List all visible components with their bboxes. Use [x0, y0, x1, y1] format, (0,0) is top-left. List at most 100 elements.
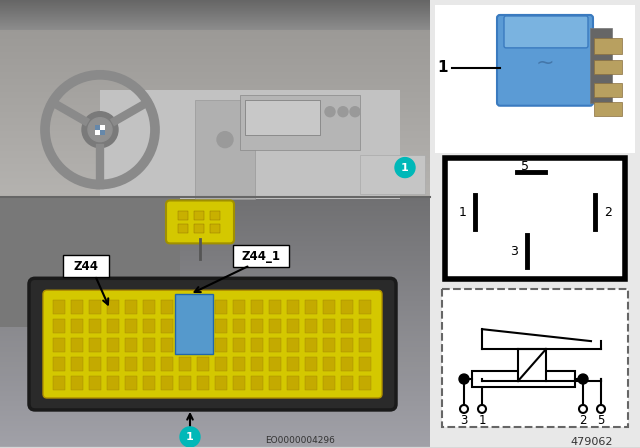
Bar [323, 319, 335, 333]
Bar [100, 90, 400, 199]
Circle shape [395, 158, 415, 177]
Bar [197, 319, 209, 333]
Bar [143, 319, 155, 333]
Circle shape [325, 107, 335, 116]
Bar [71, 319, 83, 333]
Bar [125, 338, 137, 352]
Bar [269, 319, 281, 333]
Bar [590, 28, 612, 103]
Circle shape [180, 427, 200, 447]
Bar [287, 319, 299, 333]
Bar [287, 300, 299, 314]
Bar [161, 319, 173, 333]
Bar [179, 319, 191, 333]
Bar [359, 319, 371, 333]
FancyBboxPatch shape [29, 278, 396, 410]
Bar [341, 376, 353, 390]
Bar [179, 338, 191, 352]
Bar [341, 338, 353, 352]
Bar [107, 338, 119, 352]
Circle shape [350, 107, 360, 116]
Bar [215, 357, 227, 371]
Bar [210, 224, 220, 233]
Bar [89, 357, 101, 371]
Bar [71, 376, 83, 390]
Text: 1: 1 [401, 163, 409, 172]
Text: 1: 1 [186, 432, 194, 442]
Bar [341, 300, 353, 314]
Bar [233, 300, 245, 314]
Text: Z44: Z44 [74, 260, 99, 273]
Bar [251, 376, 263, 390]
Bar [359, 338, 371, 352]
Bar [95, 129, 100, 135]
Circle shape [217, 132, 233, 148]
Bar [53, 319, 65, 333]
FancyBboxPatch shape [233, 246, 289, 267]
Bar [179, 357, 191, 371]
Bar [0, 198, 180, 327]
Bar [240, 95, 360, 150]
Text: 5: 5 [521, 160, 529, 173]
Bar [143, 338, 155, 352]
Bar [107, 357, 119, 371]
Bar [71, 338, 83, 352]
Bar [53, 376, 65, 390]
Circle shape [459, 374, 469, 384]
Text: EO0000004296: EO0000004296 [265, 436, 335, 445]
Bar [251, 357, 263, 371]
Bar [210, 211, 220, 220]
Bar [197, 376, 209, 390]
Text: 1: 1 [459, 206, 467, 219]
Bar [71, 357, 83, 371]
Bar [233, 319, 245, 333]
Bar [360, 155, 425, 194]
Bar [215, 300, 227, 314]
Bar [305, 319, 317, 333]
Bar [53, 300, 65, 314]
Text: 479062: 479062 [570, 437, 613, 447]
Bar [143, 357, 155, 371]
Bar [125, 357, 137, 371]
Bar [71, 300, 83, 314]
FancyBboxPatch shape [43, 290, 382, 398]
Text: 2: 2 [604, 206, 612, 219]
Bar [161, 338, 173, 352]
Bar [233, 376, 245, 390]
Text: 3: 3 [460, 414, 468, 427]
Bar [341, 357, 353, 371]
Bar [107, 319, 119, 333]
Bar [251, 300, 263, 314]
Bar [125, 376, 137, 390]
Bar [305, 376, 317, 390]
Circle shape [578, 374, 588, 384]
Bar [197, 357, 209, 371]
Bar [179, 300, 191, 314]
Bar [594, 102, 622, 116]
FancyBboxPatch shape [497, 15, 593, 106]
Bar [323, 357, 335, 371]
Bar [251, 338, 263, 352]
Bar [125, 319, 137, 333]
Bar [89, 376, 101, 390]
Bar [442, 289, 628, 427]
Bar [269, 357, 281, 371]
FancyBboxPatch shape [166, 201, 234, 243]
Bar [215, 319, 227, 333]
Bar [197, 338, 209, 352]
Text: 5: 5 [597, 414, 605, 427]
Bar [269, 376, 281, 390]
Bar [323, 300, 335, 314]
Bar [323, 338, 335, 352]
Bar [143, 376, 155, 390]
Bar [341, 319, 353, 333]
Bar [269, 300, 281, 314]
Bar [107, 376, 119, 390]
Bar [435, 5, 635, 153]
Bar [323, 376, 335, 390]
Bar [95, 125, 100, 129]
Bar [359, 376, 371, 390]
Bar [359, 300, 371, 314]
Bar [100, 125, 105, 129]
Text: 1: 1 [478, 414, 486, 427]
